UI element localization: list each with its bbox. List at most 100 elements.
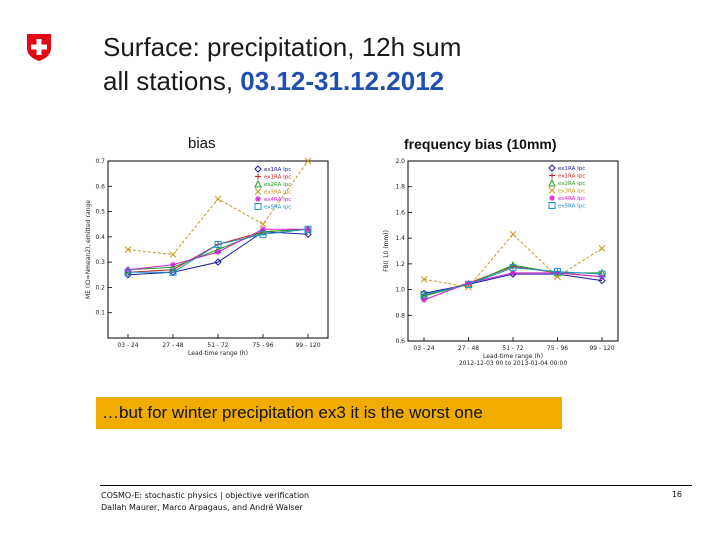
chart-title-frequency-bias: frequency bias (10mm) bbox=[404, 136, 557, 152]
data-point bbox=[124, 246, 132, 253]
slide-title: Surface: precipitation, 12h sum all stat… bbox=[103, 30, 461, 98]
x-tick-label: 27 - 48 bbox=[458, 345, 479, 352]
frequency-bias-chart: 0.6 0.8 1.0 1.2 1.4 1.6 1.8 2.0 03 - 24 27 - 48 51… bbox=[383, 158, 619, 367]
y-tick-label: 0.6 bbox=[395, 338, 405, 345]
legend-marker bbox=[549, 172, 555, 179]
x-tick-label: 03 - 24 bbox=[413, 345, 434, 352]
footer-divider bbox=[100, 485, 692, 486]
date-range-label: 2012-12-03 00 to 2013-01-04 00:00 bbox=[459, 360, 567, 367]
data-point bbox=[304, 230, 312, 239]
data-point bbox=[305, 226, 311, 233]
legend-marker bbox=[548, 187, 556, 194]
data-point bbox=[509, 230, 517, 238]
data-point bbox=[170, 261, 176, 268]
y-tick-label: 1.8 bbox=[395, 184, 405, 191]
data-point bbox=[259, 220, 267, 228]
data-point bbox=[169, 268, 177, 276]
legend-marker bbox=[549, 195, 555, 201]
chart-title-bias: bias bbox=[188, 135, 216, 152]
title-date-range: 03.12-31.12.2012 bbox=[240, 66, 445, 96]
plot-frame bbox=[407, 160, 619, 342]
data-point bbox=[214, 258, 222, 266]
data-point bbox=[304, 225, 312, 233]
series-3: ex3RA Ipc bbox=[124, 157, 312, 258]
y-tick-label: 0.2 bbox=[95, 284, 105, 291]
legend-marker bbox=[548, 164, 556, 172]
legend-entry: ex3RA Ipc bbox=[558, 189, 585, 195]
title-line-2-prefix: all stations, bbox=[103, 66, 241, 96]
legend-marker bbox=[254, 188, 262, 195]
title-line-1: Surface: precipitation, 12h sum bbox=[103, 32, 462, 62]
y-tick-label: 2.0 bbox=[395, 158, 405, 165]
footer-line-1: COSMO-E: stochastic physics | objective … bbox=[101, 491, 310, 500]
x-tick-label: 27 - 48 bbox=[162, 342, 183, 349]
y-tick-label: 0.8 bbox=[395, 312, 405, 319]
data-point bbox=[554, 269, 561, 276]
y-tick-label: 0.1 bbox=[95, 310, 105, 317]
data-point bbox=[259, 230, 267, 238]
legend-entry: ex1RA Ipc bbox=[558, 166, 585, 172]
legend-marker bbox=[548, 178, 556, 187]
data-point bbox=[465, 280, 472, 288]
data-point bbox=[260, 226, 266, 233]
legend-entry: ex3RA Ipc bbox=[264, 190, 291, 196]
legend-entry: ex1RA Ipc bbox=[558, 174, 585, 180]
data-point bbox=[420, 275, 428, 283]
footer-line-2: Dallah Maurer, Marco Arpagaus, and André… bbox=[101, 503, 303, 512]
y-tick-label: 1.4 bbox=[395, 235, 405, 242]
y-tick-label: 1.6 bbox=[395, 209, 405, 216]
legend-entry: ex1RA Ipc bbox=[264, 167, 291, 173]
bias-chart: 0.1 0.2 0.3 0.4 0.5 0.6 0.7 03 - 24 27 - 48 51 - … bbox=[85, 157, 329, 357]
data-point bbox=[598, 245, 606, 252]
legend-entry: ex4RA Ipc bbox=[264, 197, 291, 203]
x-tick-label: 75 - 96 bbox=[547, 345, 568, 352]
swiss-cross-icon bbox=[27, 34, 51, 61]
series-5: ex5RA Ipc bbox=[420, 202, 606, 299]
data-point bbox=[465, 280, 472, 287]
legend-entry: ex1RA Ipc bbox=[264, 175, 291, 181]
legend-marker bbox=[255, 173, 261, 180]
y-tick-label: 1.2 bbox=[395, 261, 405, 268]
data-point bbox=[554, 268, 561, 276]
data-point bbox=[214, 240, 222, 248]
y-axis-label: ME (ID=Nmean2), emitted range bbox=[85, 200, 92, 299]
data-point bbox=[421, 296, 427, 303]
x-tick-label: 51 - 72 bbox=[207, 342, 228, 349]
x-axis-label: Lead-time range (h) bbox=[188, 350, 248, 357]
x-tick-label: 51 - 72 bbox=[502, 345, 523, 352]
data-point bbox=[124, 268, 132, 276]
x-tick-label: 99 - 120 bbox=[295, 342, 320, 349]
y-axis-label: FBI( 10 (mm)) bbox=[383, 230, 390, 272]
legend-marker bbox=[254, 203, 262, 210]
legend-entry: ex5RA Ipc bbox=[558, 204, 585, 210]
legend-marker bbox=[255, 196, 261, 202]
y-tick-label: 0.5 bbox=[95, 209, 105, 216]
data-point bbox=[215, 249, 221, 256]
x-axis-label: Lead-time range (h) bbox=[483, 353, 543, 360]
legend-entry: ex2RA Ipc bbox=[558, 181, 585, 187]
y-tick-label: 0.6 bbox=[95, 183, 105, 190]
y-tick-label: 0.4 bbox=[95, 234, 105, 241]
legend-marker bbox=[254, 179, 262, 188]
footer: COSMO-E: stochastic physics | objective … bbox=[101, 490, 309, 514]
legend-entry: ex5RA Ipc bbox=[264, 205, 291, 211]
legend-marker bbox=[254, 165, 262, 173]
y-tick-label: 1.0 bbox=[395, 287, 405, 294]
page-number: 16 bbox=[671, 490, 682, 499]
y-tick-label: 0.3 bbox=[95, 259, 105, 266]
series-line bbox=[423, 233, 603, 288]
legend-marker bbox=[548, 202, 556, 209]
data-point bbox=[124, 271, 132, 279]
data-point bbox=[169, 251, 177, 258]
data-point bbox=[509, 264, 517, 272]
y-tick-label: 0.7 bbox=[95, 158, 105, 165]
data-point bbox=[598, 276, 606, 285]
data-point bbox=[169, 263, 177, 271]
data-point bbox=[214, 195, 222, 203]
data-point bbox=[510, 269, 516, 276]
series-5: ex5RA Ipc bbox=[124, 203, 312, 276]
series-3: ex3RA Ipc bbox=[420, 187, 606, 291]
data-point bbox=[420, 291, 428, 299]
title-line-2: all stations, 03.12-31.12.2012 bbox=[103, 64, 461, 98]
series-line bbox=[128, 228, 309, 273]
